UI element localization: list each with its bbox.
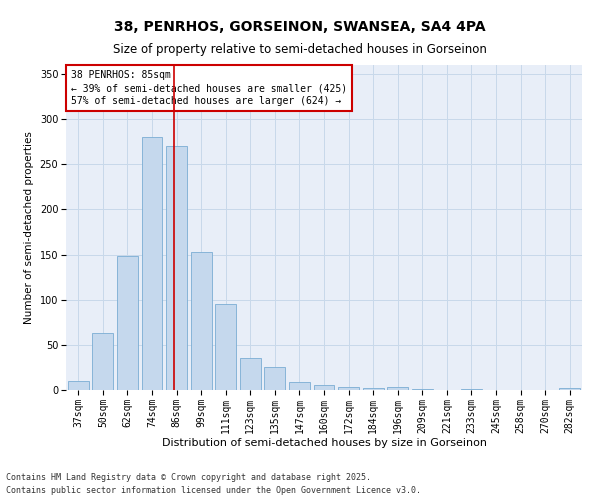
Bar [461, 389, 482, 390]
Text: Size of property relative to semi-detached houses in Gorseinon: Size of property relative to semi-detach… [113, 42, 487, 56]
Bar [387, 388, 408, 390]
Bar [68, 381, 89, 390]
Bar [142, 137, 163, 390]
Bar [265, 368, 286, 390]
X-axis label: Distribution of semi-detached houses by size in Gorseinon: Distribution of semi-detached houses by … [161, 438, 487, 448]
Bar [362, 388, 383, 390]
Bar [412, 389, 433, 390]
Bar [559, 388, 580, 390]
Text: 38 PENRHOS: 85sqm
← 39% of semi-detached houses are smaller (425)
57% of semi-de: 38 PENRHOS: 85sqm ← 39% of semi-detached… [71, 70, 347, 106]
Bar [314, 386, 334, 390]
Bar [191, 252, 212, 390]
Text: Contains HM Land Registry data © Crown copyright and database right 2025.
Contai: Contains HM Land Registry data © Crown c… [6, 474, 421, 495]
Text: 38, PENRHOS, GORSEINON, SWANSEA, SA4 4PA: 38, PENRHOS, GORSEINON, SWANSEA, SA4 4PA [114, 20, 486, 34]
Bar [289, 382, 310, 390]
Bar [240, 358, 261, 390]
Bar [338, 388, 359, 390]
Y-axis label: Number of semi-detached properties: Number of semi-detached properties [24, 131, 34, 324]
Bar [215, 304, 236, 390]
Bar [92, 333, 113, 390]
Bar [117, 256, 138, 390]
Bar [166, 146, 187, 390]
